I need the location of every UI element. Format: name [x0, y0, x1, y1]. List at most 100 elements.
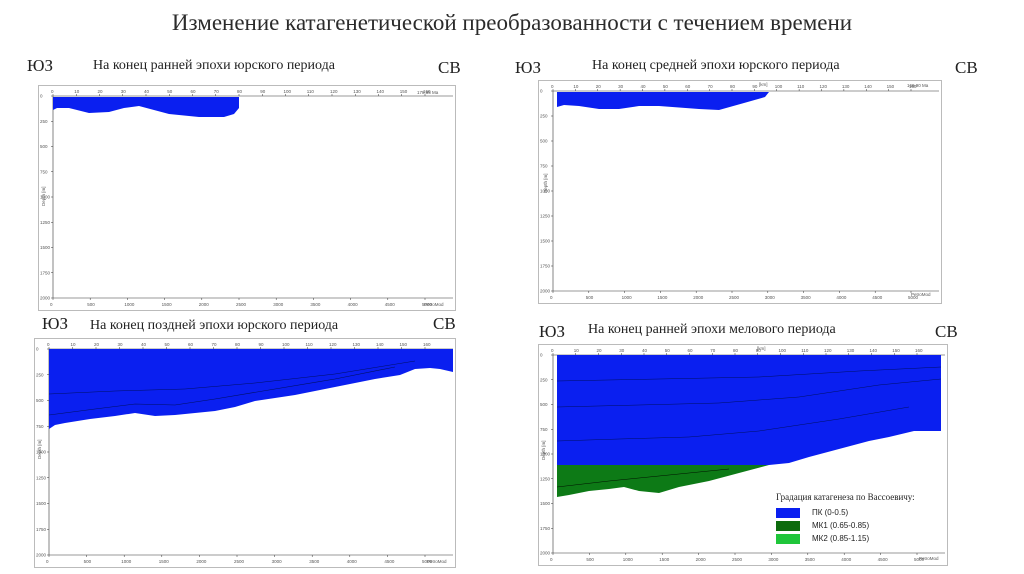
horizon-line	[556, 406, 910, 442]
left-tick-label: 1500	[540, 239, 551, 244]
top-tick-label: 110	[307, 89, 315, 94]
top-tick-label: 150	[400, 342, 408, 347]
bottom-tick-label: 3500	[310, 302, 321, 307]
left-tick-label: 0	[540, 353, 543, 358]
left-tick-label: 1000	[540, 452, 551, 457]
left-tick-label: 1250	[40, 220, 51, 225]
section-panel-early-cretaceous: 0 10 20 30 40 50 60 70 80 90 100 110 120 130 140 150 160…	[538, 344, 948, 566]
left-tick-label: 2000	[540, 551, 551, 556]
dir-sw-4: ЮЗ	[539, 322, 565, 341]
left-tick-label: 1750	[540, 264, 551, 269]
left-tick-label: 750	[40, 169, 48, 174]
top-tick-label: 0	[51, 89, 54, 94]
section-panel-early-jurassic: 0 10 20 30 40 50 60 70 80 90 100 110 120 130 140 150 160…	[38, 85, 456, 311]
top-tick-label: 90	[756, 348, 762, 353]
left-tick-label: 250	[540, 377, 548, 382]
left-tick-label: 250	[540, 114, 548, 119]
top-tick-label: 160	[915, 348, 923, 353]
bottom-tick-label: 3500	[801, 295, 812, 300]
left-tick-label: 0	[40, 94, 43, 99]
bottom-tick-label: 3000	[765, 295, 776, 300]
top-tick-label: 0	[47, 342, 50, 347]
top-tick-label: 130	[353, 89, 361, 94]
section-plot-4: 0 10 20 30 40 50 60 70 80 90 100 110 120 130 140 150 160…	[540, 346, 945, 562]
left-tick-label: 750	[36, 424, 44, 429]
caption-4: На конец ранней эпохи мелового периода	[588, 322, 836, 337]
top-tick-label: 40	[141, 342, 147, 347]
top-tick-label: 110	[797, 84, 805, 89]
bottom-tick-label: 1500	[657, 295, 668, 300]
top-tick-label: 30	[619, 348, 625, 353]
top-tick-label: 10	[74, 89, 80, 94]
top-tick-label: 130	[847, 348, 855, 353]
top-tick-label: 20	[98, 89, 104, 94]
top-tick-label: 90	[752, 84, 758, 89]
bottom-tick-label: 3000	[272, 559, 283, 564]
left-tick-label: 750	[540, 164, 548, 169]
bottom-tick-label: 500	[84, 559, 92, 564]
dir-ne-3: СВ	[433, 314, 456, 333]
left-tick-label: 0	[36, 347, 39, 352]
bottom-tick-label: 1500	[659, 557, 670, 562]
top-tick-label: 50	[165, 342, 171, 347]
bottom-tick-label: 0	[50, 302, 53, 307]
top-tick-label: 30	[618, 84, 624, 89]
pk-zone	[557, 92, 769, 110]
horizon-line	[48, 366, 396, 416]
bottom-tick-label: 2500	[729, 295, 740, 300]
top-tick-label: 160	[423, 342, 431, 347]
dir-ne-2: СВ	[955, 58, 978, 77]
depth-axis-label: Depth [m]	[543, 173, 548, 193]
caption-3: На конец поздней эпохи юрского периода	[90, 318, 339, 333]
top-tick-label: 30	[118, 342, 124, 347]
top-tick-label: 110	[801, 348, 809, 353]
left-tick-label: 2000	[540, 289, 551, 294]
top-tick-label: 130	[842, 84, 850, 89]
bottom-tick-label: 0	[550, 557, 553, 562]
bottom-tick-label: 5000	[908, 295, 919, 300]
bottom-tick-label: 2500	[732, 557, 743, 562]
left-tick-label: 1250	[540, 214, 551, 219]
top-tick-label: 60	[188, 342, 194, 347]
top-tick-label: 80	[733, 348, 739, 353]
bottom-tick-label: 4000	[348, 302, 359, 307]
top-tick-label: 10	[574, 348, 580, 353]
top-tick-label: 70	[710, 348, 716, 353]
top-tick-label: 50	[665, 348, 671, 353]
legend-title: Градация катагенеза по Вассоевичу:	[776, 492, 915, 502]
top-tick-label: 160	[423, 89, 431, 94]
bottom-tick-label: 1000	[623, 557, 634, 562]
bottom-tick-label: 2500	[234, 559, 245, 564]
top-tick-label: 60	[685, 84, 691, 89]
bottom-tick-label: 1500	[159, 559, 170, 564]
top-tick-label: 140	[870, 348, 878, 353]
bottom-tick-label: 1000	[622, 295, 633, 300]
pk-zone	[53, 97, 239, 117]
left-tick-label: 500	[36, 398, 44, 403]
top-tick-label: 80	[237, 89, 243, 94]
top-tick-label: 100	[775, 84, 783, 89]
dir-ne-1: СВ	[438, 58, 461, 77]
top-tick-label: 40	[144, 89, 150, 94]
left-tick-label: 1000	[40, 195, 51, 200]
legend-label-mk2: МК2 (0.85-1.15)	[812, 534, 870, 543]
bottom-tick-label: 1500	[162, 302, 173, 307]
section-panel-late-jurassic: 0 10 20 30 40 50 60 70 80 90 100 110 120 130 140 150 160…	[34, 338, 456, 568]
top-tick-label: 120	[820, 84, 828, 89]
bottom-tick-label: 1000	[121, 559, 132, 564]
top-tick-label: 20	[597, 348, 603, 353]
top-tick-label: 120	[330, 89, 338, 94]
bottom-tick-label: 5000	[422, 302, 433, 307]
top-tick-label: 10	[573, 84, 579, 89]
dir-sw-3: ЮЗ	[42, 314, 68, 333]
bottom-tick-label: 2000	[196, 559, 207, 564]
left-tick-label: 2000	[36, 553, 47, 558]
bottom-tick-label: 4000	[836, 295, 847, 300]
top-tick-label: 40	[641, 84, 647, 89]
top-tick-label: 80	[235, 342, 241, 347]
bottom-tick-label: 4000	[841, 557, 852, 562]
bottom-tick-label: 500	[586, 557, 594, 562]
unit-top: [km]	[759, 82, 768, 87]
depth-axis-label: Depth [m]	[41, 186, 46, 206]
bottom-tick-label: 4500	[384, 559, 395, 564]
